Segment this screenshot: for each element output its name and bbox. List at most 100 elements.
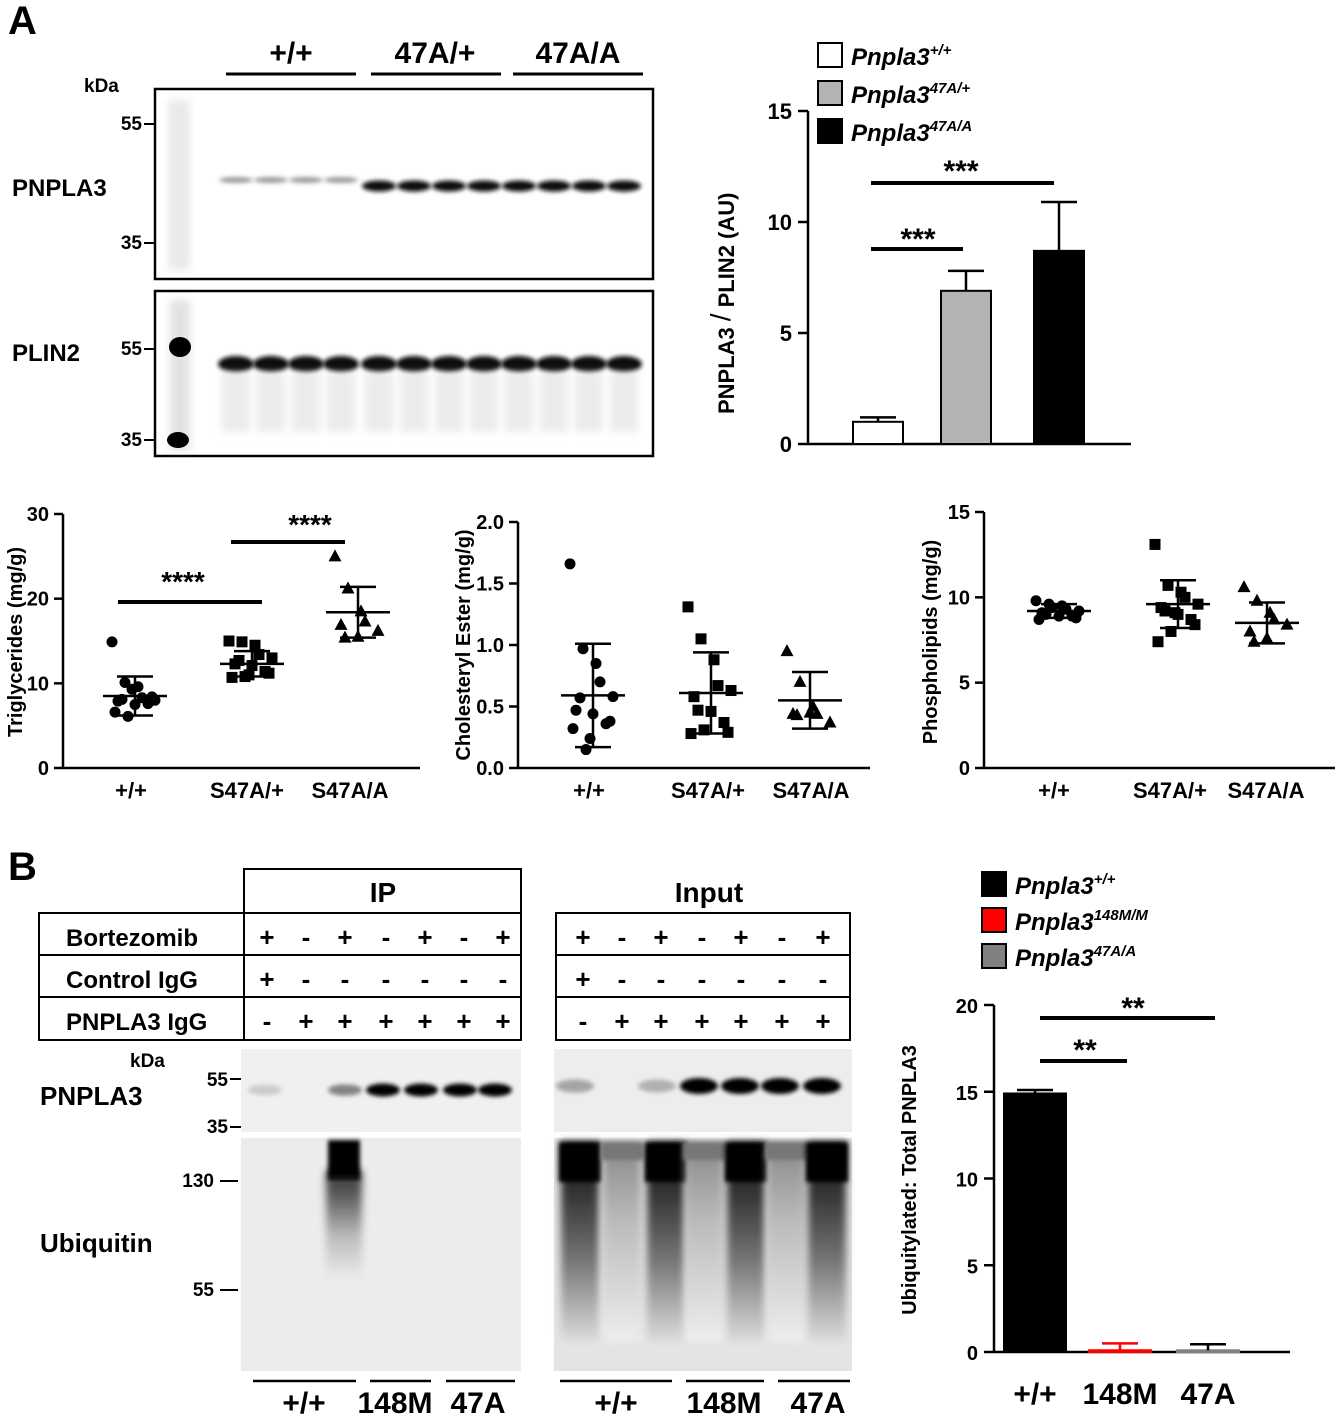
y-tick-label: 10 (27, 673, 49, 695)
plin2-band (253, 356, 289, 372)
bar (1033, 249, 1085, 445)
y-tick-label: 2.0 (476, 512, 504, 534)
ip-sign: - (460, 922, 469, 952)
input-pnpla3-band (761, 1078, 799, 1094)
data-point (226, 671, 238, 683)
plin2-label-a: PLIN2 (12, 340, 80, 367)
row-label-bortezomib: Bortezomib (66, 925, 198, 952)
plin2-lane-smear (327, 372, 355, 432)
b-tick-35: 35 (207, 1117, 229, 1138)
x-category-label: S47A/+ (671, 778, 745, 803)
input-pnpla3-blot (554, 1049, 852, 1132)
y-tick-label: 10 (956, 1170, 978, 1192)
pnpla3-blot-a (153, 87, 655, 281)
plin2-lane-smear (257, 372, 285, 432)
kda-label-a: kDa (84, 76, 119, 97)
y-tick-label: 15 (956, 1083, 978, 1105)
panel-b-label: B (8, 845, 37, 889)
input-ubiquitin-top (725, 1142, 767, 1182)
bar (852, 420, 904, 445)
ip-ubiquitin-blot (241, 1138, 521, 1371)
data-point (695, 633, 707, 645)
legend-a-swatch-1 (817, 80, 843, 106)
y-tick-label: 0.5 (476, 697, 504, 719)
data-point (249, 639, 261, 651)
input-ubiquitin-top (765, 1142, 807, 1160)
plin2-lane-smear (610, 372, 638, 432)
pnpla3-band (607, 180, 641, 192)
plin2-band (396, 356, 432, 372)
tg-sig-2: **** (288, 509, 332, 540)
data-point (1237, 580, 1251, 593)
x-category-label: S47A/A (772, 778, 849, 803)
scatter-cholesteryl-ester: 0.0 0.5 1.0 1.5 2.0 +/+ S47A/+ S47A/A Cholester… (453, 512, 870, 803)
input-ubiquitin-top (559, 1142, 601, 1182)
legend-a-label-1: Pnpla347A/+ (851, 80, 970, 109)
data-point (790, 708, 804, 721)
ip-sign: + (298, 1006, 313, 1036)
input-sign: + (774, 1006, 789, 1036)
plin2-tick-35: 35 (121, 430, 143, 451)
ip-sign: + (456, 1006, 471, 1036)
data-point (263, 667, 275, 679)
pnpla3-band (324, 177, 358, 183)
data-point (594, 676, 606, 688)
pnpla3-band (502, 180, 536, 192)
blot-a-group-headers: +/+ 47A/+ 47A/A (226, 37, 643, 76)
bar-a-sig-2: *** (943, 155, 978, 188)
data-point (223, 635, 235, 647)
x-category-label: +/+ (573, 778, 605, 803)
plin2-band (536, 356, 572, 372)
ip-sign: - (460, 964, 469, 994)
bar-chart-a: 0 5 10 15 Pnpla3+/+ Pnpla347A/+ Pnpla347A/A… (705, 42, 1131, 457)
y-tick-label: 20 (956, 996, 978, 1018)
x-category-label: S47A/A (1227, 778, 1304, 803)
data-point (570, 704, 582, 716)
input-sign: - (698, 964, 707, 994)
plin2-lane-smear (540, 372, 568, 432)
input-sign: + (733, 922, 748, 952)
y-tick-label: 5 (780, 321, 792, 346)
data-point (688, 691, 700, 703)
y-tick-label: 30 (27, 504, 49, 526)
pnpla3-band (432, 180, 466, 192)
input-header: Input (675, 877, 743, 908)
bar (1088, 1349, 1152, 1354)
y-tick-label: 10 (768, 210, 792, 235)
b-ip-group-wt: +/+ (282, 1387, 325, 1417)
data-point (604, 715, 616, 727)
legend-a-label-0: Pnpla3+/+ (851, 42, 952, 71)
plin2-band (323, 356, 359, 372)
data-point (371, 623, 385, 636)
y-tick-label: 20 (27, 589, 49, 611)
data-point (1169, 607, 1181, 619)
ip-pnpla3-band (404, 1083, 438, 1097)
ip-sign: + (495, 922, 510, 952)
input-ubiquitin-top (601, 1142, 643, 1160)
x-category-label: +/+ (1038, 778, 1070, 803)
b-ip-group-148m: 148M (357, 1387, 432, 1417)
input-ubiquitin-top (683, 1142, 725, 1160)
legend-a-swatch-2 (817, 118, 843, 144)
treatment-table: Bortezomib Control IgG PNPLA3 IgG + +- -+ +… (38, 912, 851, 1041)
y-tick-label: 0 (967, 1343, 978, 1365)
legend-b-label-0: Pnpla3+/+ (1015, 871, 1116, 900)
bar-b-legend: Pnpla3+/+ Pnpla3148M/M Pnpla347A/A (981, 871, 1148, 972)
ip-sign: - (382, 964, 391, 994)
group-label-wt: +/+ (269, 37, 312, 70)
scatter-phospholipids: 0 5 10 15 +/+ S47A/+ S47A/A Phospholipids (mg/… (920, 502, 1335, 803)
y-tick-label: 1.5 (476, 574, 504, 596)
bar-b-sig-2: ** (1121, 992, 1145, 1025)
ip-sign: + (337, 1006, 352, 1036)
b-tick-130: 130 (182, 1171, 214, 1192)
row-label-control-igg: Control IgG (66, 967, 198, 994)
data-point (712, 680, 724, 692)
panel-a-label: A (8, 0, 37, 43)
data-point (1162, 579, 1174, 591)
data-point (1243, 624, 1257, 637)
pnpla3-label-a: PNPLA3 (12, 175, 107, 202)
pnpla3-tick-55: 55 (121, 114, 143, 135)
plin2-band (501, 356, 537, 372)
bar-b-sig-1: ** (1073, 1034, 1097, 1067)
input-sign: - (698, 922, 707, 952)
